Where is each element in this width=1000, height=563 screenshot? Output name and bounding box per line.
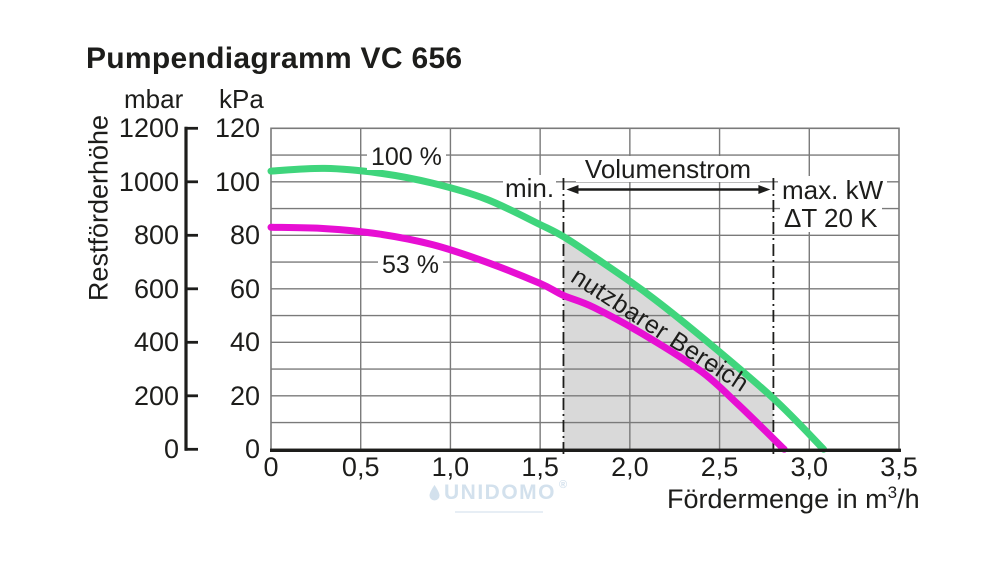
watermark-registered-mark: ® xyxy=(559,479,568,491)
y-tick-label-mbar: 1000 xyxy=(118,166,179,197)
max-kw-label: max. kW xyxy=(778,176,888,204)
x-axis-title-rest: /h xyxy=(897,484,920,514)
delta-t-label: ΔT 20 K xyxy=(780,204,882,232)
y-tick-label-kpa: 40 xyxy=(229,327,260,358)
x-axis-title-sup: 3 xyxy=(887,483,898,502)
page-title: Pumpendiagramm VC 656 xyxy=(86,42,463,75)
x-tick-label: 0,5 xyxy=(341,452,380,482)
x-tick-label: 1,5 xyxy=(521,452,559,482)
x-tick-label: 3,0 xyxy=(790,452,829,482)
x-axis-title: Fördermenge in m3/h xyxy=(667,484,920,515)
pump-curve-53 xyxy=(267,223,788,453)
volumenstrom-label: Volumenstrom xyxy=(575,156,761,182)
min-flow-label: min. xyxy=(503,173,557,203)
watermark-text: UNIDOMO xyxy=(444,481,556,504)
y-tick-label-mbar: 400 xyxy=(133,327,179,358)
y-axis-unit-mbar: mbar xyxy=(124,84,184,114)
y-tick-label-mbar: 800 xyxy=(133,220,179,251)
volumenstrom-range-arrow xyxy=(566,185,771,194)
x-tick-label: 2,5 xyxy=(700,452,739,482)
x-tick-label: 0 xyxy=(263,452,279,482)
y-tick-label-kpa: 100 xyxy=(214,166,260,197)
y-tick-label-mbar: 200 xyxy=(133,380,179,411)
droplet-icon xyxy=(429,484,440,500)
x-tick-label: 2,0 xyxy=(611,452,649,482)
y-tick-label-mbar: 1200 xyxy=(118,113,179,144)
y-tick-label-kpa: 20 xyxy=(229,380,260,411)
pump-curve-100 xyxy=(267,164,828,453)
series-label-53-percent: 53 % xyxy=(378,252,443,278)
series-label-100-percent: 100 % xyxy=(367,144,446,170)
x-tick-label: 1,0 xyxy=(431,452,470,482)
y-scale-bar xyxy=(184,126,198,451)
x-axis-title-base: Fördermenge in m xyxy=(667,484,888,514)
x-tick-label: 3,5 xyxy=(880,452,918,482)
y-tick-label-kpa: 0 xyxy=(244,434,260,465)
y-tick-label-mbar: 0 xyxy=(163,434,179,465)
y-axis-unit-kpa: kPa xyxy=(219,84,264,114)
y-tick-label-kpa: 120 xyxy=(214,113,260,144)
y-tick-label-kpa: 80 xyxy=(229,220,260,251)
watermark-underline xyxy=(455,511,543,513)
y-tick-label-mbar: 600 xyxy=(133,273,179,304)
y-tick-label-kpa: 60 xyxy=(229,273,260,304)
watermark: UNIDOMO ® xyxy=(428,479,568,505)
